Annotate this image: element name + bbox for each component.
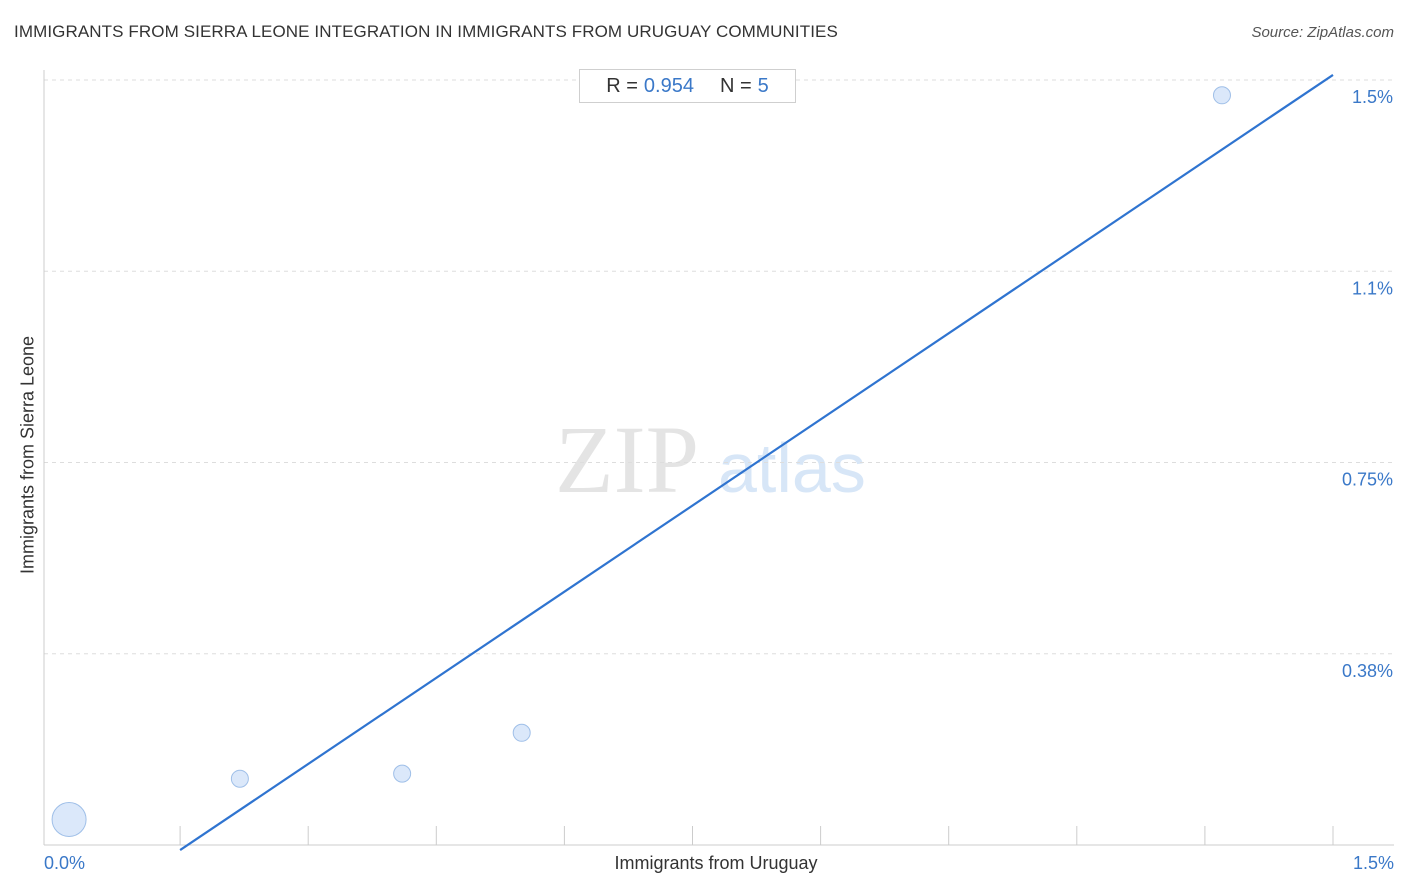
trend-line-group [179, 73, 1334, 852]
data-point [512, 723, 531, 742]
y-tick-labels: 1.5% 1.1% 0.75% 0.38% [1342, 87, 1393, 681]
data-point [230, 769, 249, 788]
chart-title: IMMIGRANTS FROM SIERRA LEONE INTEGRATION… [14, 22, 838, 41]
x-tick-label-min: 0.0% [44, 853, 86, 873]
y-tick-label: 0.38% [1342, 661, 1393, 681]
x-tick-label-max: 1.5% [1352, 853, 1394, 873]
data-point [1212, 86, 1231, 105]
stats-box: R = 0.954 N = 5 [579, 69, 796, 103]
n-value: 5 [757, 74, 769, 97]
r-label: R = [606, 74, 638, 97]
x-tick-marks [179, 826, 1334, 845]
y-tick-label: 1.5% [1352, 87, 1393, 107]
r-value: 0.954 [643, 74, 694, 97]
data-points [51, 86, 1231, 837]
y-tick-label: 1.1% [1352, 278, 1393, 298]
trend-line [179, 73, 1334, 852]
y-tick-label: 0.75% [1342, 470, 1393, 490]
source-label: Source: ZipAtlas.com [1251, 24, 1394, 41]
watermark-zip: ZIP [555, 406, 699, 513]
n-label: N = [719, 74, 752, 97]
x-axis-label: Immigrants from Uruguay [614, 853, 818, 873]
watermark-logo: ZIP atlas [555, 406, 866, 513]
data-point [51, 802, 87, 837]
watermark-atlas: atlas [718, 429, 866, 507]
data-point [393, 764, 412, 783]
y-axis-label: Immigrants from Sierra Leone [17, 335, 38, 575]
grid-lines [44, 79, 1394, 655]
